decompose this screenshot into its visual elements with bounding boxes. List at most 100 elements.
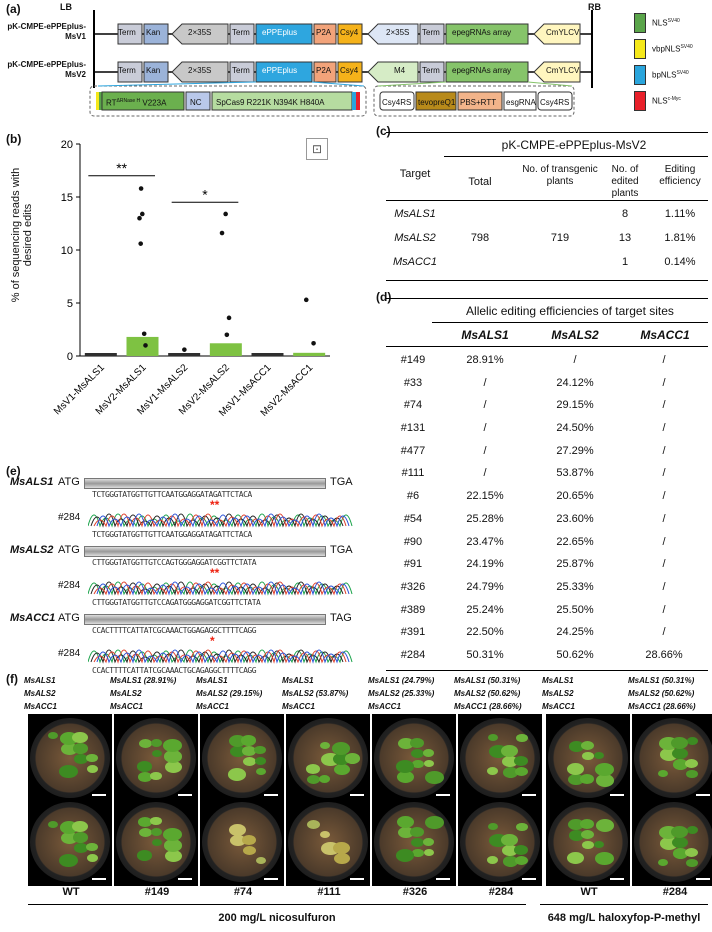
leaf [487, 767, 498, 775]
leaf [164, 750, 182, 763]
leaf [61, 743, 78, 755]
edit-stars: ** [210, 566, 220, 580]
leaf [567, 763, 584, 775]
scale-bar [92, 878, 106, 880]
table-cell: #477 [400, 444, 426, 457]
plant-photo [286, 714, 370, 802]
table-cell: #389 [400, 603, 426, 616]
alt-sequence: CTTGGGTATGGTTGTCCAGATGGGAGGATCGGTTCTATA [92, 598, 261, 607]
plant-pot [634, 802, 712, 882]
table-cell: 28.91% [466, 354, 504, 366]
genotype-line: MsALS1 (24.79%) [368, 676, 435, 685]
leaf [488, 734, 498, 741]
treatment-2: 648 mg/L haloxyfop-P-methyl [547, 912, 701, 924]
data-point [141, 331, 147, 337]
table-cell: 50.31% [466, 648, 504, 661]
genotype-line: MsACC1 [282, 702, 315, 711]
panel-label-d: (d) [376, 290, 392, 304]
chromatogram [88, 513, 353, 528]
leaf [87, 854, 98, 862]
leaf [242, 746, 256, 756]
leaf [256, 857, 266, 864]
edit-stars: ** [210, 498, 220, 512]
plant-id-label: #74 [233, 886, 253, 898]
table-row: #74 / 29.15% / [386, 395, 708, 418]
stop-codon: TGA [330, 476, 353, 488]
leaf [594, 841, 604, 848]
table-cell: #33 [403, 376, 423, 389]
table-c-header-total: Total [468, 176, 492, 188]
table-row: #6 22.15% 20.65% / [386, 486, 708, 509]
genotype-line: MsALS1 [196, 676, 228, 685]
bar [126, 336, 159, 356]
plant-photo [28, 714, 112, 802]
leaf [686, 770, 698, 779]
bar [84, 353, 117, 356]
leaf [396, 760, 414, 773]
leaf [685, 759, 698, 769]
leaf [138, 772, 152, 782]
csy4rs-label: Csy4RS [382, 98, 412, 107]
plant-pot [288, 802, 368, 882]
start-codon: ATG [58, 544, 80, 556]
table-cell: 25.24% [466, 603, 504, 616]
genotype-header: MsALS1 MsALS2 MsACC1 [542, 674, 628, 713]
gene-bar [84, 546, 326, 557]
gene-name: MsALS1 [10, 476, 54, 488]
leaf [582, 752, 594, 761]
bar-chart: 05101520MsV1-MsALS1MsV2-MsALS1MsV1-MsALS… [52, 140, 330, 419]
table-row: #284 50.31% 50.62% 28.66% [386, 645, 708, 668]
leaf [48, 821, 58, 828]
leaf [502, 845, 518, 857]
leaf [242, 835, 256, 845]
scale-bar [92, 794, 106, 796]
leaf [596, 819, 614, 832]
plant-id-label: #284 [488, 886, 514, 898]
leaf [334, 853, 350, 865]
ref-sequence: CCACTTTTCATTATCGCAAACTGGAGAGGCTTTTCAGG [92, 626, 257, 635]
leaf [138, 817, 152, 827]
term-label-6: Term [422, 66, 440, 75]
table-row: MsACC1 1 0.14% [392, 256, 696, 268]
plant-photo [632, 714, 712, 802]
plant-photo [372, 714, 456, 802]
leaf [423, 838, 434, 846]
ref-sequence: CTTGGGTATGGTTGTCCAGTGGGAGGATCGGTTCTATA [92, 558, 257, 567]
genotype-header: MsALS1 MsALS2 (53.87%) MsACC1 [282, 674, 368, 713]
table-cell: 20.65% [556, 490, 594, 503]
rt-label: RTΔRNase H V223A [106, 98, 167, 108]
table-cell: 25.50% [556, 603, 594, 616]
plant-photo [114, 714, 198, 802]
leaf [671, 737, 688, 749]
plant-pot [634, 718, 712, 798]
data-point [138, 186, 144, 191]
panel-label-c: (c) [376, 124, 391, 138]
genotype-line: MsALS2 [542, 689, 574, 698]
genotype-line: MsALS2 (25.33%) [368, 689, 435, 698]
m4-label: M4 [394, 66, 406, 75]
y-tick-label: 0 [67, 351, 73, 363]
table-c-header-efficiency: Editing efficiency [659, 164, 701, 187]
leaf [673, 759, 688, 770]
construct-v1-label: pK-CMPE-ePPEplus-MsV1 [7, 22, 86, 41]
plant-photo [546, 798, 630, 886]
bar [293, 352, 326, 356]
table-cell: 24.12% [556, 376, 594, 389]
plant-photo [200, 714, 284, 802]
plant-photo [458, 714, 542, 802]
table-cell: #111 [401, 467, 425, 480]
legend: NLSSV40 vbpNLSSV40 bpNLSSV40 NLSc-Myc [634, 10, 693, 114]
table-cell: 50.62% [556, 648, 594, 661]
table-row: MsALS1 8 1.11% [394, 208, 696, 220]
crop-icon[interactable]: ⊡ [306, 138, 328, 160]
table-row: #477 / 27.29% / [386, 441, 708, 464]
panel-label-e: (e) [6, 464, 21, 478]
table-cell: #391 [400, 626, 426, 639]
data-point [143, 343, 148, 348]
leaf [73, 743, 88, 754]
table-cell: #149 [400, 354, 426, 366]
leaf [229, 735, 246, 747]
plant-pot [30, 718, 110, 798]
nc-label: NC [190, 98, 202, 107]
leaf [137, 850, 152, 861]
